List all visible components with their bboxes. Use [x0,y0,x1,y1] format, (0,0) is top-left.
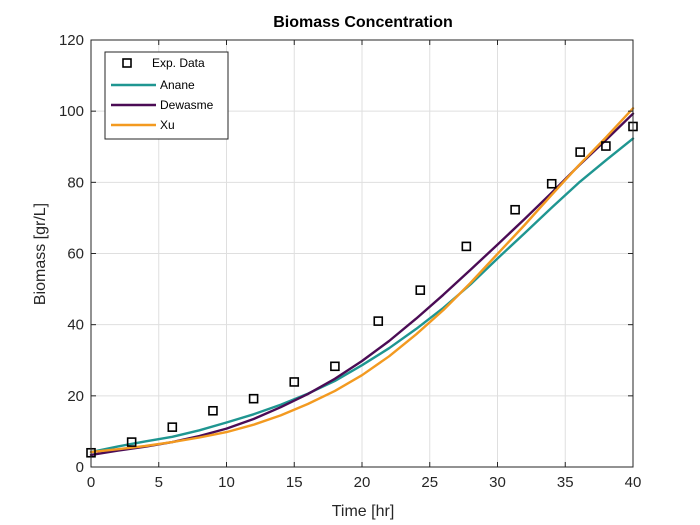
series-line-anane [89,137,635,454]
series-line-xu [89,107,635,454]
y-tick-label: 120 [59,32,84,49]
exp-data-point [126,437,137,447]
y-tick-label: 60 [67,246,84,263]
x-tick-label: 5 [155,474,163,491]
axis-ticks: 0 5 10 15 20 25 30 35 40 0 20 40 60 80 100 120 [59,32,641,491]
exp-data-point [373,316,384,326]
exp-data-point [601,141,611,151]
grid [90,39,634,468]
y-tick-label: 80 [67,174,84,191]
exp-data-point [248,393,259,404]
y-tick-label: 40 [67,317,84,334]
x-tick-label: 25 [421,474,438,491]
exp-data-point [546,178,557,189]
x-tick-label: 20 [354,474,371,491]
exp-data-point [510,204,520,215]
x-tick-label: 0 [87,474,95,491]
x-tick-label: 10 [218,474,235,491]
exp-data-point [461,241,472,252]
exp-data-point [330,361,340,372]
legend-label-dewasme: Dewasme [160,98,214,112]
exp-data-point [575,147,585,157]
legend: Exp. Data Anane Dewasme Xu [104,51,229,140]
x-tick-label: 40 [625,474,642,491]
exp-data-point [208,405,218,416]
x-axis-label: Time [hr] [332,503,395,520]
x-tick-label: 15 [286,474,303,491]
y-tick-label: 0 [76,459,84,476]
exp-data-point [289,377,300,387]
legend-label-xu: Xu [160,118,175,132]
legend-label-anane: Anane [160,78,195,92]
legend-marker-exp-data [122,58,132,68]
exp-data-point [167,422,178,432]
y-tick-label: 20 [67,388,84,405]
chart-title: Biomass Concentration [273,14,453,31]
x-tick-label: 35 [557,474,574,491]
y-tick-label: 100 [59,103,84,120]
exp-data-point [415,285,426,295]
series-lines [89,107,635,457]
x-tick-label: 30 [489,474,506,491]
y-axis-label: Biomass [gr/L] [32,203,49,305]
legend-label-exp-data: Exp. Data [152,56,205,70]
